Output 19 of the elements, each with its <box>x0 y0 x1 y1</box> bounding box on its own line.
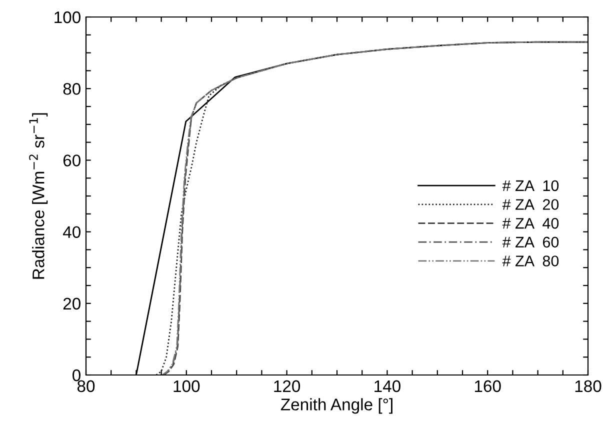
legend-label: # ZA 10 <box>502 180 559 192</box>
x-tick-label: 120 <box>274 380 300 392</box>
x-tick-label: 140 <box>374 380 400 392</box>
x-axis-title: Zenith Angle [°] <box>280 398 392 414</box>
legend-label: # ZA 40 <box>502 218 559 229</box>
y-tick-label: 0 <box>72 369 80 382</box>
y-axis-title: Radiance [Wm$^{−2}$ sr$^{−1}$] <box>29 113 48 279</box>
x-tick-label: 80 <box>77 380 95 392</box>
y-tick-label: 40 <box>62 226 80 238</box>
y-tick-label: 60 <box>63 154 80 166</box>
y-tick-label: 80 <box>63 83 80 95</box>
legend-label: # ZA 20 <box>502 199 559 210</box>
x-tick-label: 180 <box>575 380 602 392</box>
legend-label: # ZA 60 <box>502 236 559 248</box>
legend-label: # ZA 80 <box>502 256 559 266</box>
y-tick-label: 100 <box>54 11 80 24</box>
y-tick-label: 20 <box>63 298 80 310</box>
x-tick-label: 100 <box>174 380 200 392</box>
x-tick-label: 160 <box>474 380 501 392</box>
